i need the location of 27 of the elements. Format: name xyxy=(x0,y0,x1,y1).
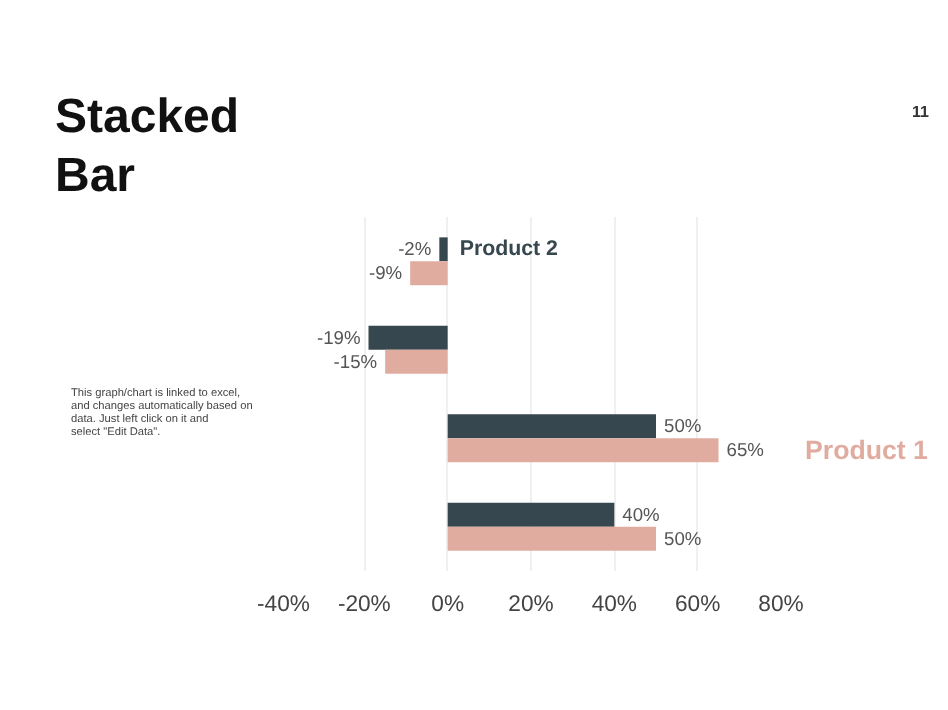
bar xyxy=(439,237,448,262)
data-label: -19% xyxy=(316,327,361,348)
bar xyxy=(368,325,448,350)
bar xyxy=(447,526,656,551)
data-label: -15% xyxy=(333,351,378,372)
bar xyxy=(447,414,656,439)
series-label: Product 2 xyxy=(459,237,559,262)
bar xyxy=(447,438,719,463)
bar xyxy=(410,261,448,286)
x-tick-label: 0% xyxy=(431,593,465,617)
data-label: 50% xyxy=(664,416,702,437)
x-tick-label: 20% xyxy=(508,593,554,617)
data-label: 40% xyxy=(622,504,660,525)
x-tick-label: 60% xyxy=(674,593,721,617)
x-tick-label: 80% xyxy=(758,593,804,617)
bar xyxy=(447,502,615,527)
x-tick-label: -40% xyxy=(257,593,310,617)
data-label: 65% xyxy=(726,440,764,461)
chart-title: Stacked Bar xyxy=(55,89,240,203)
text: Product 1 xyxy=(805,435,930,466)
bar xyxy=(385,349,448,374)
x-tick-label: 40% xyxy=(591,593,638,617)
data-label: -9% xyxy=(368,263,403,284)
text: 11 xyxy=(912,103,931,121)
data-label: 50% xyxy=(664,528,702,549)
data-label: -2% xyxy=(398,239,432,260)
x-tick-label: -20% xyxy=(337,593,391,617)
